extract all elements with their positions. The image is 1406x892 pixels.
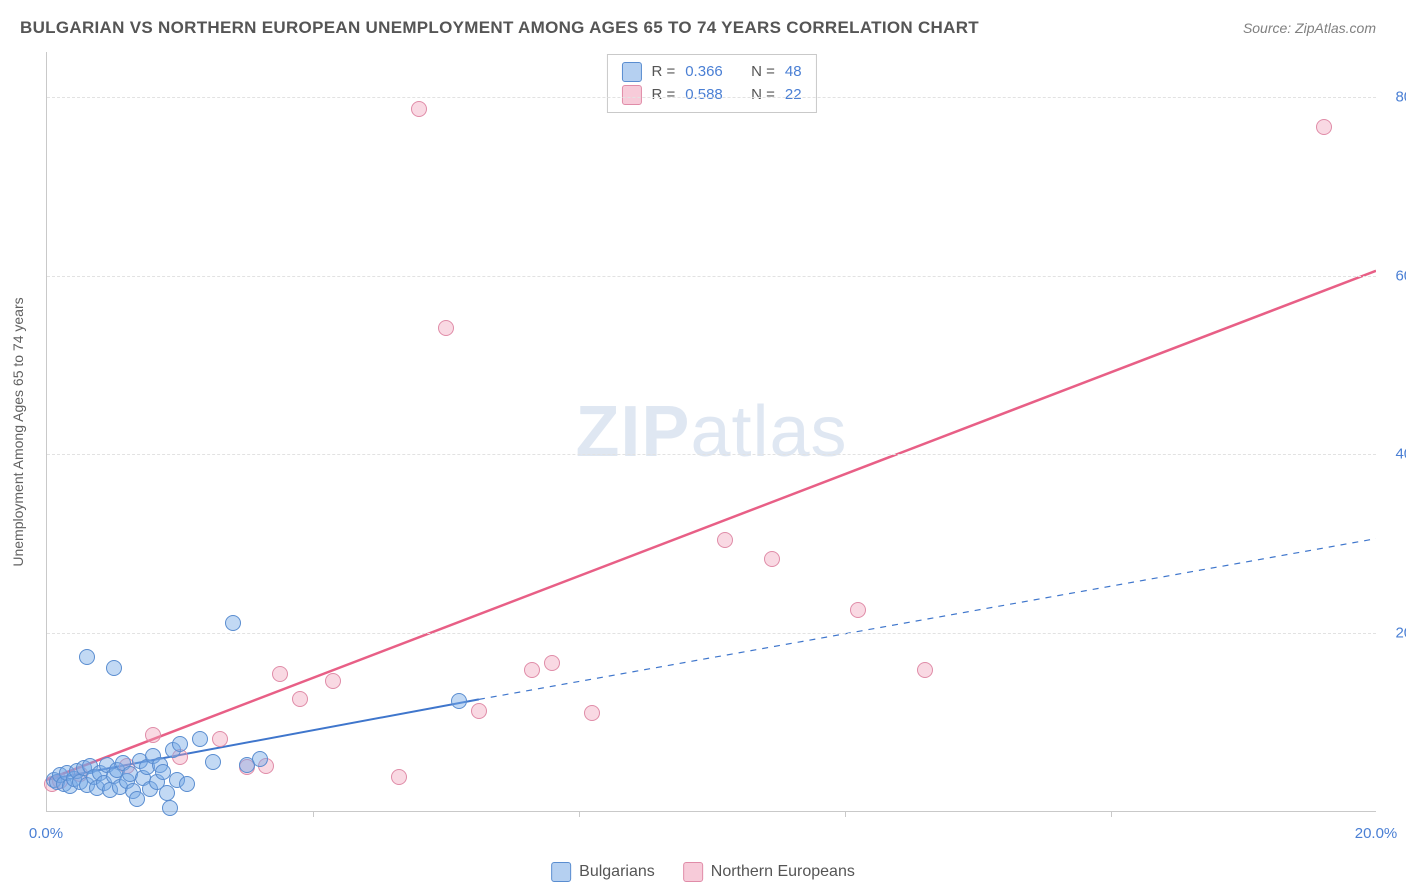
data-point <box>106 660 122 676</box>
data-point <box>129 791 145 807</box>
r-label: R = <box>651 84 675 107</box>
xtick <box>313 811 314 817</box>
data-point <box>584 705 600 721</box>
data-point <box>292 691 308 707</box>
xtick-label-max: 20.0% <box>1355 825 1398 842</box>
stats-row-northern: R = 0.588 N = 22 <box>621 84 801 107</box>
data-point <box>162 800 178 816</box>
data-point <box>471 703 487 719</box>
swatch-pink-icon <box>683 862 703 882</box>
data-point <box>438 320 454 336</box>
n-label: N = <box>751 61 775 84</box>
bottom-legend: Bulgarians Northern Europeans <box>551 862 855 882</box>
data-point <box>179 776 195 792</box>
gridline-h <box>47 633 1376 634</box>
ytick-label: 20.0% <box>1395 625 1406 642</box>
data-point <box>205 754 221 770</box>
legend-item-northern: Northern Europeans <box>683 862 855 882</box>
n-label: N = <box>751 84 775 107</box>
gridline-h <box>47 454 1376 455</box>
gridline-h <box>47 97 1376 98</box>
data-point <box>850 602 866 618</box>
data-point <box>272 666 288 682</box>
data-point <box>192 731 208 747</box>
n-value-northern: 22 <box>785 84 802 107</box>
data-point <box>544 655 560 671</box>
data-point <box>325 673 341 689</box>
legend-label-northern: Northern Europeans <box>711 863 855 881</box>
xtick <box>579 811 580 817</box>
gridline-h <box>47 276 1376 277</box>
data-point <box>451 693 467 709</box>
legend-label-bulgarians: Bulgarians <box>579 863 655 881</box>
xtick-label-min: 0.0% <box>29 825 63 842</box>
trend-lines <box>47 52 1376 811</box>
n-value-bulgarians: 48 <box>785 61 802 84</box>
ytick-label: 60.0% <box>1395 267 1406 284</box>
plot-region: ZIPatlas R = 0.366 N = 48 R = 0.588 N = … <box>46 52 1376 812</box>
data-point <box>411 101 427 117</box>
stats-legend-box: R = 0.366 N = 48 R = 0.588 N = 22 <box>606 54 816 113</box>
data-point <box>764 551 780 567</box>
chart-area: Unemployment Among Ages 65 to 74 years Z… <box>46 52 1376 812</box>
data-point <box>252 751 268 767</box>
swatch-blue-icon <box>551 862 571 882</box>
data-point <box>1316 119 1332 135</box>
data-point <box>917 662 933 678</box>
ytick-label: 80.0% <box>1395 88 1406 105</box>
xtick <box>1111 811 1112 817</box>
r-value-bulgarians: 0.366 <box>685 61 723 84</box>
chart-title: BULGARIAN VS NORTHERN EUROPEAN UNEMPLOYM… <box>20 18 979 38</box>
watermark: ZIPatlas <box>575 391 847 473</box>
legend-item-bulgarians: Bulgarians <box>551 862 655 882</box>
xtick <box>845 811 846 817</box>
swatch-blue-icon <box>621 62 641 82</box>
r-label: R = <box>651 61 675 84</box>
ytick-label: 40.0% <box>1395 446 1406 463</box>
data-point <box>145 727 161 743</box>
data-point <box>225 615 241 631</box>
y-axis-label: Unemployment Among Ages 65 to 74 years <box>10 297 26 566</box>
data-point <box>159 785 175 801</box>
data-point <box>717 532 733 548</box>
r-value-northern: 0.588 <box>685 84 723 107</box>
data-point <box>524 662 540 678</box>
source-text: Source: ZipAtlas.com <box>1243 20 1376 36</box>
stats-row-bulgarians: R = 0.366 N = 48 <box>621 61 801 84</box>
data-point <box>79 649 95 665</box>
swatch-pink-icon <box>621 85 641 105</box>
data-point <box>391 769 407 785</box>
data-point <box>172 736 188 752</box>
data-point <box>212 731 228 747</box>
